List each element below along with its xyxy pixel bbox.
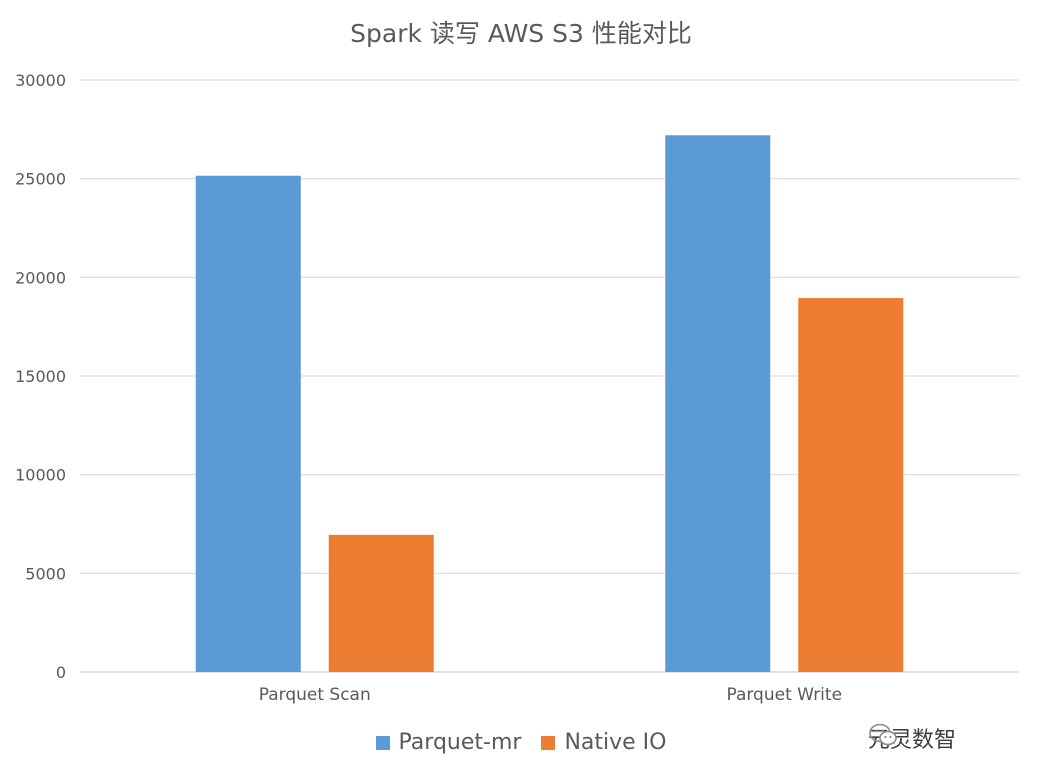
y-tick-label: 30000 — [15, 71, 66, 90]
legend-item-parquet-mr: Parquet-mr — [375, 730, 522, 755]
bar-native-io-parquet-write — [798, 298, 904, 672]
legend-item-native-io: Native IO — [541, 730, 666, 755]
wechat-logo-icon — [869, 723, 897, 746]
y-tick-label: 15000 — [15, 367, 66, 386]
watermark: 元灵数智 — [868, 722, 956, 754]
chart-legend: Parquet-mr Native IO — [0, 730, 1042, 755]
legend-swatch-parquet-mr — [375, 735, 390, 750]
y-tick-label: 5000 — [25, 564, 66, 583]
x-category-label: Parquet Write — [726, 685, 842, 705]
legend-label-native-io: Native IO — [564, 730, 667, 755]
y-tick-label: 25000 — [15, 170, 66, 189]
x-category-label: Parquet Scan — [259, 685, 371, 705]
y-tick-label: 10000 — [15, 466, 66, 485]
legend-swatch-native-io — [541, 735, 556, 750]
y-tick-label: 20000 — [15, 268, 66, 287]
y-tick-label: 0 — [56, 663, 66, 682]
bar-parquet-mr-parquet-scan — [195, 175, 301, 672]
legend-label-parquet-mr: Parquet-mr — [398, 730, 522, 755]
bar-native-io-parquet-scan — [328, 534, 434, 672]
bar-parquet-mr-parquet-write — [665, 135, 771, 673]
chart-title: Spark 读写 AWS S3 性能对比 — [350, 19, 692, 48]
